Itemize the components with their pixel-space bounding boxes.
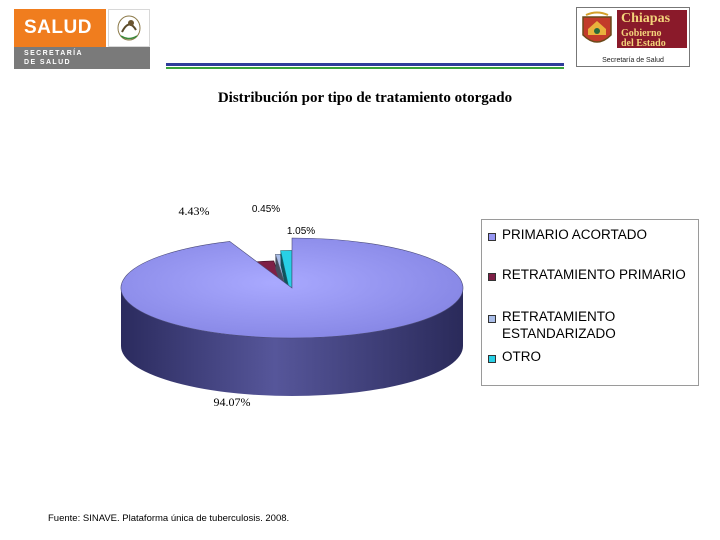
pie-slice-side	[121, 288, 463, 396]
source-note: Fuente: SINAVE. Plataforma única de tube…	[48, 513, 290, 524]
salud-logo-line1: SECRETARÍA	[24, 50, 83, 57]
salud-logo-footer: SECRETARÍA DE SALUD	[14, 47, 150, 69]
salud-logo-banner: SALUD	[14, 9, 106, 47]
pie-value-labels: 94.07% 4.43% 0.45% 1.05%	[179, 204, 316, 409]
header-rule-green	[166, 67, 564, 69]
chiapas-logo-footer: Secretaría de Salud	[602, 57, 664, 64]
pie-value-label: 94.07%	[214, 395, 251, 409]
legend-label: OTRO	[502, 349, 541, 364]
chart-title: Distribución por tipo de tratamiento oto…	[217, 90, 513, 106]
salud-logo-word: SALUD	[24, 17, 92, 38]
legend-label: RETRATAMIENTO PRIMARIO	[502, 267, 686, 282]
header-rule-blue	[166, 63, 564, 66]
mexico-coat-of-arms-icon	[108, 9, 150, 47]
pie-value-label: 0.45%	[252, 204, 280, 215]
legend-item-primario-acortado: PRIMARIO ACORTADO	[488, 226, 702, 243]
chart-legend: PRIMARIO ACORTADO RETRATAMIENTO PRIMARIO…	[481, 219, 699, 386]
legend-swatch	[488, 233, 496, 241]
legend-swatch	[488, 355, 496, 363]
legend-label: RETRATAMIENTO ESTANDARIZADO	[502, 309, 616, 341]
legend-label: PRIMARIO ACORTADO	[502, 227, 648, 242]
legend-item-retratamiento-primario: RETRATAMIENTO PRIMARIO	[488, 266, 702, 283]
legend-item-otro: OTRO	[488, 348, 702, 365]
chiapas-name-block: Chiapas Gobierno del Estado	[617, 10, 687, 49]
pie-slice-top	[120, 237, 464, 339]
pie-layer	[120, 237, 464, 396]
chiapas-coat-of-arms-icon	[580, 11, 614, 49]
pie-slice-primario-acortado	[120, 237, 464, 396]
pie-value-label: 1.05%	[287, 226, 315, 237]
legend-swatch	[488, 273, 496, 281]
chiapas-logo: Chiapas Gobierno del Estado Secretaría d…	[576, 7, 690, 67]
chiapas-logo-line3: del Estado	[621, 38, 666, 49]
salud-logo-line2: DE SALUD	[24, 59, 71, 66]
salud-logo: SALUD SECRETARÍA DE SALUD	[14, 9, 150, 69]
chiapas-logo-line1: Chiapas	[621, 11, 671, 26]
legend-item-retratamiento-estandarizado: RETRATAMIENTO ESTANDARIZADO	[488, 308, 642, 342]
pie-value-label: 4.43%	[179, 204, 210, 218]
chiapas-logo-line2: Gobierno	[621, 28, 662, 39]
legend-swatch	[488, 315, 496, 323]
